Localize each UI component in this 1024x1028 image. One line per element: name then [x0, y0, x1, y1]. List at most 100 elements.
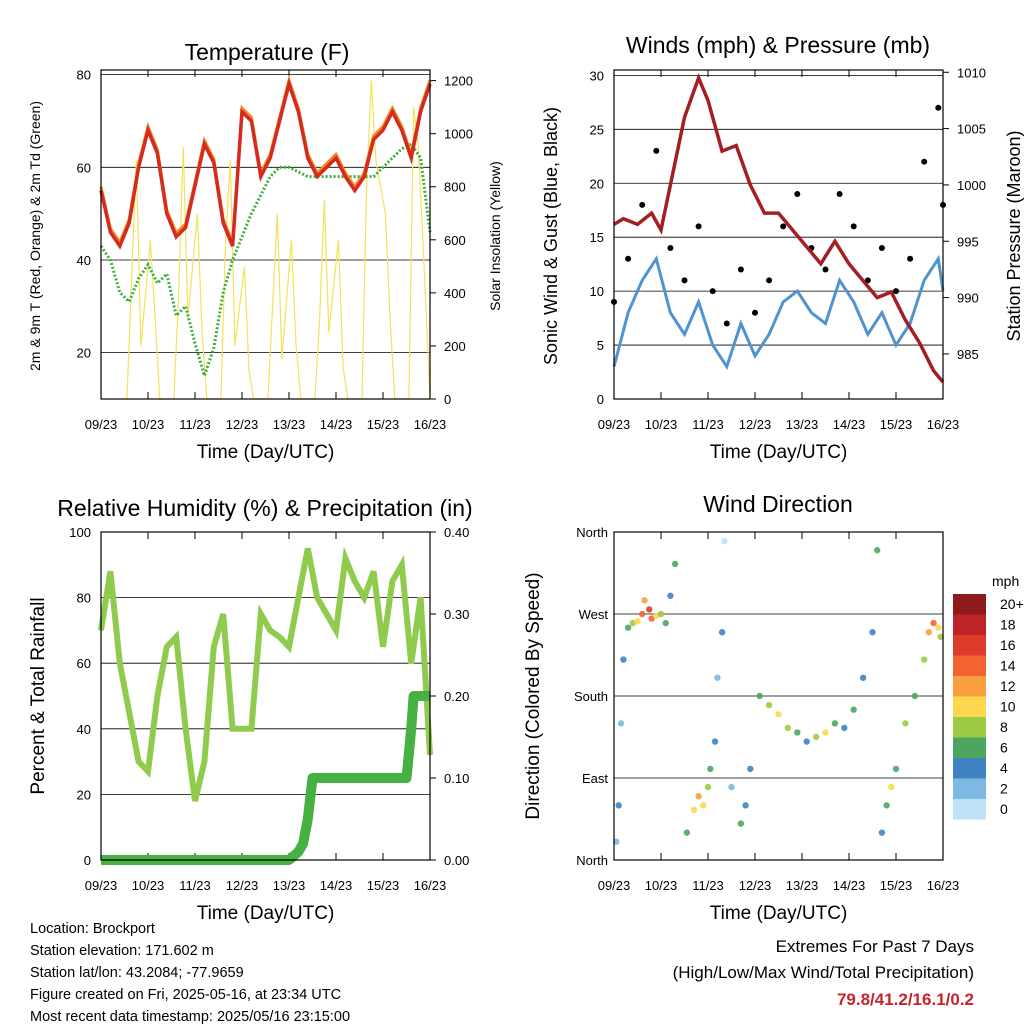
gust-point: [639, 201, 646, 208]
direction-point: [803, 738, 810, 745]
direction-point: [874, 547, 881, 554]
y2-tick-label: 0.10: [444, 771, 469, 786]
legend-label: 20+: [1000, 596, 1024, 612]
y2-tick-label: 0.20: [444, 689, 469, 704]
panel-1-y2label: Solar Insolation (Yellow): [487, 161, 503, 311]
legend-swatch: [953, 676, 986, 697]
direction-point: [888, 783, 895, 791]
x-tick-label: 14/23: [320, 878, 353, 893]
direction-point: [935, 624, 942, 631]
gust-point: [766, 277, 773, 284]
recent-timestamp-text: Most recent data timestamp: 2025/05/16 2…: [30, 1009, 351, 1025]
y-tick-label: 25: [590, 122, 604, 137]
y-tick-label: 20: [77, 346, 91, 361]
panel-2-frame: [613, 69, 944, 400]
y-tick-label: 100: [69, 525, 91, 540]
x-tick-label: 09/23: [85, 878, 118, 893]
panel-3-ylabel: Percent & Total Rainfall: [28, 597, 49, 794]
legend-label: 18: [1000, 617, 1016, 633]
x-tick-label: 16/23: [414, 878, 447, 893]
direction-point: [728, 783, 735, 791]
direction-point: [784, 724, 792, 732]
panel-4-ylabel: Direction (Colored By Speed): [523, 572, 544, 819]
y-tick-label: North: [576, 525, 608, 540]
direction-point: [695, 793, 702, 800]
legend-label: 6: [1000, 740, 1008, 756]
y-tick-label: 5: [597, 338, 604, 353]
x-tick-label: 13/23: [273, 417, 306, 432]
direction-point: [775, 711, 782, 718]
gust-point: [850, 223, 857, 230]
dewpoint-series-line: [99, 142, 432, 381]
direction-point: [850, 706, 857, 713]
direction-point: [639, 610, 646, 618]
legend-label: 10: [1000, 699, 1016, 715]
x-tick-label: 12/23: [739, 878, 772, 893]
legend-label: 12: [1000, 678, 1016, 694]
extremes-subtitle: (High/Low/Max Wind/Total Precipitation): [672, 963, 974, 982]
direction-point: [613, 838, 620, 845]
y-tick-label: 0: [597, 392, 604, 407]
panel-1-frame: [100, 69, 431, 400]
x-tick-label: 09/23: [598, 878, 631, 893]
legend-swatch: [953, 635, 986, 656]
y2-tick-label: 200: [444, 339, 466, 354]
direction-point: [671, 560, 679, 568]
direction-point: [937, 633, 944, 640]
direction-point: [822, 729, 829, 736]
x-tick-label: 12/23: [226, 417, 259, 432]
x-tick-label: 10/23: [645, 878, 678, 893]
y-tick-label: 0: [84, 853, 91, 868]
wind-series-line: [612, 254, 945, 371]
legend-swatch: [953, 799, 986, 820]
direction-point: [921, 656, 928, 663]
x-tick-label: 15/23: [880, 417, 913, 432]
direction-point: [707, 765, 714, 773]
legend-label: 14: [1000, 658, 1016, 674]
panel-3-xlabel: Time (Day/UTC): [197, 903, 335, 924]
x-tick-label: 11/23: [692, 878, 724, 893]
direction-point: [615, 802, 622, 809]
y2-tick-label: 1000: [444, 127, 473, 142]
solar-series-line: [126, 80, 431, 400]
legend-swatch: [953, 737, 986, 758]
y2-tick-label: 1010: [957, 65, 986, 80]
pressure-series-line: [613, 73, 945, 384]
panel-4-title: Wind Direction: [703, 491, 853, 517]
station-info: Location: Brockport Station elevation: 1…: [30, 918, 350, 1028]
direction-point: [794, 729, 801, 736]
gust-point: [893, 288, 899, 295]
direction-point: [700, 802, 707, 809]
direction-point: [747, 765, 754, 773]
direction-point: [704, 783, 712, 791]
direction-point: [742, 802, 749, 809]
x-tick-label: 14/23: [320, 417, 353, 432]
gust-point: [921, 158, 928, 165]
gust-point: [822, 266, 829, 273]
direction-point: [721, 537, 728, 545]
gust-point: [625, 255, 632, 262]
gust-point: [695, 223, 702, 230]
y-tick-label: South: [574, 689, 608, 704]
extremes-title: Extremes For Past 7 Days: [775, 937, 974, 956]
direction-point: [930, 619, 937, 627]
direction-point: [683, 829, 691, 836]
x-tick-label: 15/23: [367, 417, 400, 432]
direction-point: [718, 629, 726, 636]
gust-point: [723, 320, 730, 327]
x-tick-label: 16/23: [414, 417, 447, 432]
x-tick-label: 16/23: [927, 417, 960, 432]
x-tick-label: 13/23: [273, 878, 306, 893]
panel-3-title: Relative Humidity (%) & Precipitation (i…: [57, 495, 472, 521]
y-tick-label: 20: [590, 176, 604, 191]
x-tick-label: 13/23: [786, 417, 819, 432]
direction-point: [812, 733, 820, 741]
direction-point: [620, 656, 627, 663]
legend-swatch: [953, 717, 986, 738]
y-tick-label: 40: [77, 253, 91, 268]
direction-point: [737, 820, 745, 827]
gust-point: [737, 266, 744, 273]
x-tick-label: 12/23: [739, 417, 772, 432]
y-tick-label: West: [579, 607, 609, 622]
